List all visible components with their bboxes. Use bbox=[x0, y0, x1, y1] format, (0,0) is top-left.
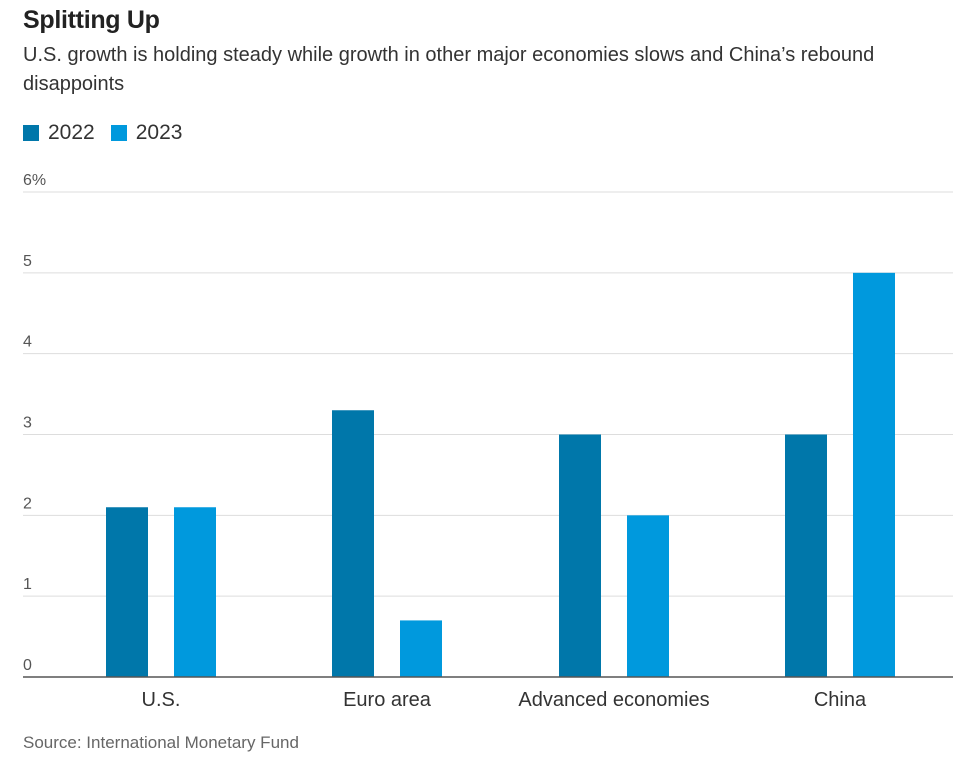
y-tick-label-4: 4 bbox=[23, 334, 32, 351]
bar-2022-advanced-economies bbox=[559, 434, 601, 677]
x-category-label-3: China bbox=[814, 689, 867, 711]
bar-2022-euro-area bbox=[332, 410, 374, 677]
bar-2023-u-s bbox=[174, 507, 216, 677]
bar-2022-china bbox=[785, 434, 827, 677]
x-category-label-0: U.S. bbox=[142, 689, 181, 711]
legend-swatch-2022 bbox=[23, 125, 39, 141]
x-category-label-2: Advanced economies bbox=[518, 689, 709, 711]
y-tick-label-5: 5 bbox=[23, 253, 32, 270]
legend-swatch-2023 bbox=[110, 125, 127, 141]
bar-2022-u-s bbox=[106, 507, 148, 677]
y-tick-label-2: 2 bbox=[23, 495, 32, 512]
bar-2023-advanced-economies bbox=[627, 515, 669, 677]
chart-title: Splitting Up bbox=[23, 6, 160, 34]
source-note: Source: International Monetary Fund bbox=[23, 733, 299, 752]
x-category-label-1: Euro area bbox=[343, 689, 432, 711]
y-tick-label-0: 0 bbox=[23, 657, 32, 674]
chart-subtitle: U.S. growth is holding steady while grow… bbox=[23, 44, 875, 95]
legend-label-2023: 2023 bbox=[135, 121, 183, 144]
legend-label-2022: 2022 bbox=[48, 121, 95, 144]
bar-2023-euro-area bbox=[400, 620, 442, 677]
y-tick-label-6: 6% bbox=[23, 172, 46, 189]
bar-2023-china bbox=[853, 272, 895, 677]
y-tick-label-1: 1 bbox=[23, 576, 32, 593]
legend-item-2023: 2023 bbox=[110, 121, 183, 145]
y-tick-label-3: 3 bbox=[23, 415, 32, 432]
legend-item-2022: 2022 bbox=[23, 121, 95, 145]
legend: 2022 2023 bbox=[23, 121, 198, 145]
